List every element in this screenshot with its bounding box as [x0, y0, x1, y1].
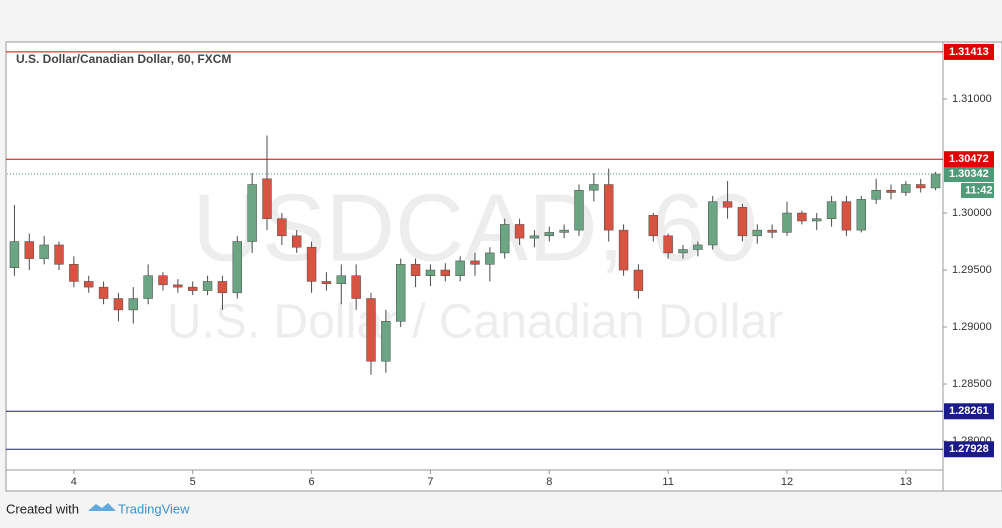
- y-tick-label: 1.28500: [952, 378, 992, 390]
- y-tick-label: 1.31000: [952, 93, 992, 105]
- candle-body: [633, 269, 644, 291]
- candle-body: [737, 207, 748, 237]
- candle-body: [500, 224, 510, 254]
- candle-body: [366, 298, 376, 362]
- y-tick-label: 1.29500: [952, 264, 992, 276]
- candle-body: [886, 189, 896, 193]
- level-label: 1.27928: [949, 443, 989, 455]
- candle-body: [262, 178, 272, 219]
- footer-brand[interactable]: TradingView: [118, 501, 190, 516]
- level-box: [944, 151, 994, 168]
- candle-body: [722, 201, 733, 208]
- candle-body: [871, 189, 881, 200]
- level-box: [944, 403, 994, 420]
- candle-body: [812, 218, 822, 222]
- chart-frame: [5, 41, 1002, 492]
- candle-body: [782, 212, 792, 233]
- x-tick-label: 5: [190, 476, 196, 488]
- candle-body: [708, 201, 718, 246]
- candle-body: [663, 235, 673, 254]
- candle-body: [351, 275, 361, 299]
- level-label: 1.30472: [949, 153, 989, 165]
- candle-body: [9, 241, 20, 268]
- candle-body: [396, 264, 406, 322]
- level-label: 1.28261: [949, 405, 989, 417]
- x-tick-label: 6: [309, 476, 315, 488]
- candle-body: [752, 229, 762, 237]
- x-tick-label: 12: [781, 476, 793, 488]
- candle-body: [485, 252, 495, 265]
- candle-body: [39, 244, 49, 259]
- x-tick-label: 8: [546, 476, 552, 488]
- candle-body: [381, 321, 391, 362]
- candle-body: [425, 269, 436, 276]
- brand-logo: [88, 503, 116, 511]
- candle-body: [410, 264, 421, 276]
- last-price-box: [944, 166, 994, 183]
- candle-body: [916, 184, 926, 189]
- candle-body: [767, 229, 777, 233]
- candle-body: [797, 212, 807, 222]
- candle-body: [901, 184, 911, 193]
- countdown-box: [961, 183, 994, 199]
- candle-body: [306, 246, 317, 282]
- candle-body: [604, 184, 614, 231]
- candle-body: [574, 189, 584, 231]
- candle-body: [559, 229, 569, 233]
- countdown-label: 11:42: [965, 184, 993, 196]
- candle-body: [173, 284, 183, 288]
- candle-body: [113, 298, 124, 311]
- candle-body: [336, 275, 346, 284]
- candle-body: [188, 286, 198, 291]
- candle-body: [529, 235, 540, 239]
- candle-body: [618, 229, 629, 271]
- footer-created: Created with: [6, 501, 79, 516]
- candle-body: [202, 281, 213, 291]
- candle-body: [321, 281, 332, 284]
- candle-body: [277, 218, 287, 237]
- candle-body: [158, 275, 168, 286]
- candle-body: [826, 201, 837, 219]
- candle-body: [143, 275, 153, 299]
- y-tick-label: 1.30000: [952, 207, 992, 219]
- candle-body: [24, 241, 34, 259]
- chart-title: U.S. Dollar/Canadian Dollar, 60, FXCM: [16, 52, 231, 66]
- x-tick-label: 7: [427, 476, 433, 488]
- level-label: 1.31413: [949, 46, 989, 58]
- candle-body: [232, 241, 242, 294]
- candle-body: [930, 173, 941, 189]
- candle-body: [856, 199, 866, 231]
- x-tick-label: 11: [662, 476, 673, 488]
- watermark-subtitle: U.S. Dollar / Canadian Dollar: [167, 296, 783, 349]
- candle-body: [54, 244, 64, 265]
- candle-body: [69, 264, 79, 282]
- candle-body: [84, 281, 94, 288]
- level-box: [944, 43, 994, 60]
- candle-body: [514, 224, 525, 239]
- candle-body: [470, 260, 480, 265]
- last-price-label: 1.30342: [949, 168, 989, 180]
- level-box: [944, 441, 994, 458]
- candle-body: [589, 184, 599, 191]
- candle-body: [455, 260, 465, 276]
- x-tick-label: 13: [900, 476, 912, 488]
- candle-body: [678, 249, 688, 254]
- candle-body: [247, 184, 257, 242]
- candle-body: [217, 281, 228, 294]
- x-tick-label: 4: [71, 476, 77, 488]
- candle-body: [128, 298, 138, 311]
- candle-body: [693, 244, 703, 250]
- y-tick-label: 1.29000: [952, 321, 992, 333]
- candle-body: [648, 215, 658, 237]
- candle-body: [841, 201, 852, 231]
- candle-body: [292, 235, 302, 248]
- candle-body: [98, 286, 109, 299]
- candle-body: [440, 269, 450, 276]
- candle-body: [544, 232, 554, 237]
